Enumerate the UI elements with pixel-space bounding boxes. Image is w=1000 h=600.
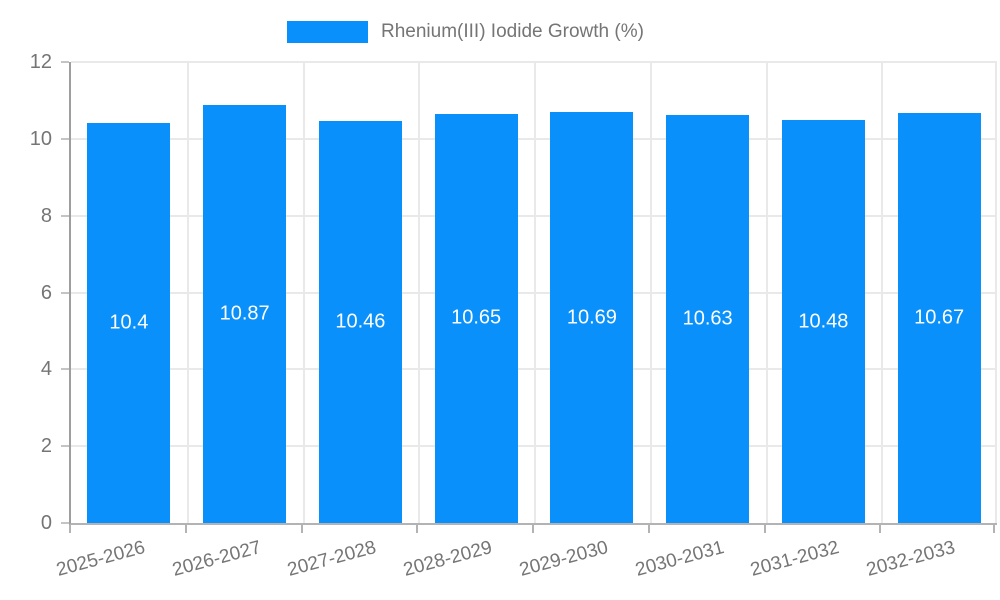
- x-tick: [879, 525, 882, 533]
- bar-value-label: 10.69: [566, 306, 617, 329]
- bar-value-label: 10.63: [682, 307, 733, 330]
- x-tick-label: 2027-2028: [285, 537, 379, 581]
- y-tick: [61, 368, 69, 371]
- bar: 10.46: [318, 121, 402, 523]
- x-tick-label: 2029-2030: [517, 537, 611, 581]
- x-tick-label: 2032-2033: [864, 537, 958, 581]
- bar: 10.67: [897, 113, 981, 523]
- y-tick: [61, 291, 69, 294]
- v-gridline: [534, 62, 536, 523]
- v-gridline: [186, 62, 189, 523]
- y-tick-label: 0: [40, 512, 52, 534]
- v-gridline: [302, 62, 305, 523]
- bar: 10.48: [781, 120, 865, 523]
- y-tick-label: 6: [40, 281, 52, 304]
- y-tick-label: 2: [40, 435, 52, 458]
- v-gridline: [649, 62, 652, 523]
- y-tick: [61, 61, 69, 63]
- bar: 10.87: [203, 105, 287, 523]
- y-tick-label: 4: [40, 358, 52, 381]
- y-tick-label: 10: [29, 127, 52, 150]
- x-tick: [993, 525, 995, 533]
- x-tick: [647, 525, 650, 533]
- y-tick: [61, 522, 69, 524]
- bar-value-label: 10.87: [219, 302, 270, 325]
- bar: 10.4: [87, 123, 171, 523]
- legend-swatch: [287, 21, 368, 43]
- v-gridline: [881, 62, 884, 523]
- bar-value-label: 10.65: [451, 306, 502, 329]
- x-tick: [300, 525, 303, 533]
- bar-value-label: 10.46: [335, 310, 386, 333]
- y-tick: [61, 214, 69, 217]
- x-tick: [69, 525, 71, 533]
- plot-area: 10.4 10.87 10.46 10.65 10.69 10.63 10.48 10.67: [69, 61, 997, 525]
- x-tick: [763, 525, 766, 533]
- bar-value-label: 10.48: [798, 310, 849, 333]
- x-tick-label: 2030-2031: [632, 537, 727, 581]
- x-tick-label: 2031-2032: [748, 537, 842, 581]
- x-tick: [416, 525, 419, 533]
- legend: Rhenium(III) Iodide Growth (%): [287, 21, 644, 43]
- y-tick-label: 8: [40, 204, 52, 227]
- bar: 10.63: [666, 114, 750, 523]
- x-tick-label: 2028-2029: [401, 537, 495, 581]
- v-gridline: [995, 62, 997, 523]
- y-tick-label: 12: [29, 51, 52, 73]
- x-tick: [532, 525, 534, 533]
- x-tick: [184, 525, 187, 533]
- x-tick-label: 2026-2027: [169, 537, 264, 581]
- v-gridline: [418, 62, 421, 523]
- bar: 10.69: [550, 112, 634, 523]
- y-tick: [61, 137, 69, 140]
- y-tick: [61, 445, 69, 448]
- bar-value-label: 10.4: [109, 311, 149, 334]
- v-gridline: [765, 62, 768, 523]
- legend-label: Rhenium(III) Iodide Growth (%): [381, 21, 644, 42]
- bar-value-label: 10.67: [914, 306, 965, 329]
- x-tick-label: 2025-2026: [54, 537, 148, 581]
- bar: 10.65: [434, 113, 518, 523]
